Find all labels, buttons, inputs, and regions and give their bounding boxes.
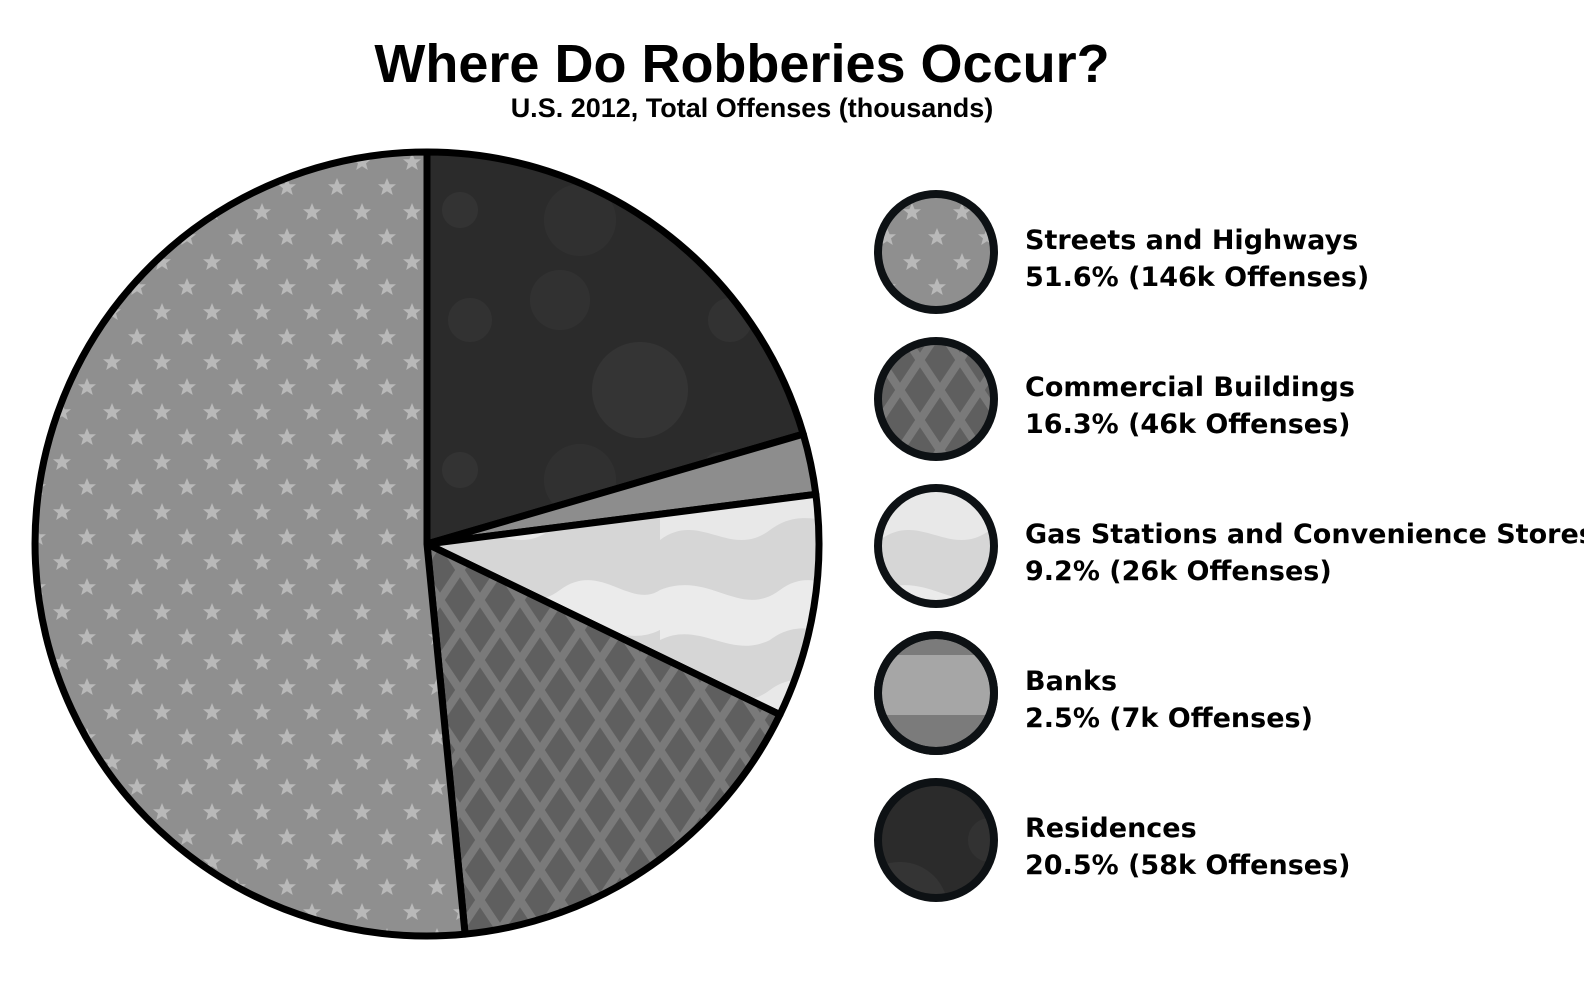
legend-item-streets-and-highways: Streets and Highways 51.6% (146k Offenses… bbox=[874, 190, 1369, 314]
legend-item-residences: Residences 20.5% (58k Offenses) bbox=[874, 778, 1351, 902]
legend-swatch-commercial-buildings bbox=[874, 337, 998, 461]
legend-swatch-gas-stations-and-convenience-stores bbox=[874, 484, 998, 608]
legend-swatch-ring bbox=[874, 631, 998, 755]
legend-value-commercial-buildings: 16.3% (46k Offenses) bbox=[1025, 409, 1351, 440]
legend-label-banks: Banks bbox=[1025, 666, 1117, 697]
pie-slice-gas-stations-and-convenience-stores bbox=[423, 490, 823, 719]
legend-item-commercial-buildings: Commercial Buildings 16.3% (46k Offenses) bbox=[874, 337, 1355, 461]
legend-swatch-band bbox=[882, 655, 990, 715]
legend-value-streets-and-highways: 51.6% (146k Offenses) bbox=[1025, 262, 1369, 293]
legend-item-gas-stations-and-convenience-stores: Gas Stations and Convenience Stores 9.2% … bbox=[874, 484, 1584, 608]
legend: Streets and Highways 51.6% (146k Offenses… bbox=[874, 190, 1584, 902]
legend-label-streets-and-highways: Streets and Highways bbox=[1025, 225, 1358, 256]
chart-subtitle: U.S. 2012, Total Offenses (thousands) bbox=[511, 93, 994, 123]
legend-value-residences: 20.5% (58k Offenses) bbox=[1025, 850, 1351, 881]
legend-label-commercial-buildings: Commercial Buildings bbox=[1025, 372, 1355, 403]
legend-value-banks: 2.5% (7k Offenses) bbox=[1025, 703, 1313, 734]
pie-slice-streets-and-highways bbox=[31, 148, 469, 940]
chart-title: Where Do Robberies Occur? bbox=[374, 34, 1109, 94]
legend-label-gas-stations-and-convenience-stores: Gas Stations and Convenience Stores bbox=[1025, 519, 1584, 550]
legend-label-residences: Residences bbox=[1025, 813, 1197, 844]
legend-value-gas-stations-and-convenience-stores: 9.2% (26k Offenses) bbox=[1025, 556, 1332, 587]
pie-slice-residences bbox=[423, 148, 807, 548]
legend-swatch-streets-and-highways bbox=[874, 190, 998, 314]
pie-slice-commercial-buildings bbox=[423, 540, 784, 938]
pie-group bbox=[31, 148, 823, 940]
legend-swatch-residences bbox=[874, 778, 998, 902]
legend-item-banks: Banks 2.5% (7k Offenses) bbox=[874, 631, 1313, 755]
